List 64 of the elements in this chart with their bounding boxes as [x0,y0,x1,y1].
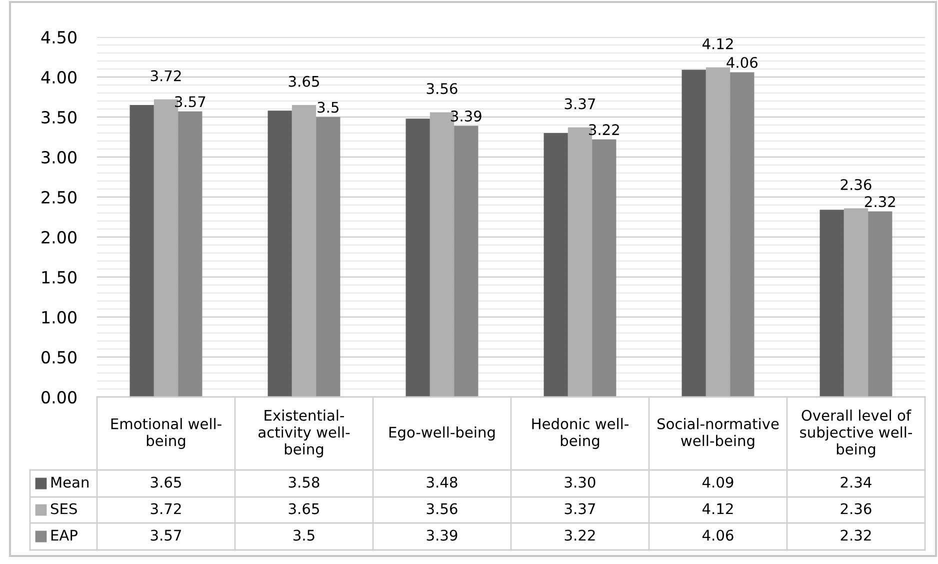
y-tick-label: 3.50 [42,110,76,124]
x-tick-label: Hedonic well-being [532,418,628,449]
y-tick-label: 3.00 [42,150,76,164]
annotation: 4.06 [726,56,758,68]
y-tick-label: 0.50 [42,350,76,364]
data-label: 2.36 [840,503,872,514]
data-label: 2.34 [840,476,872,488]
data-label: 4.12 [702,503,733,514]
bar [454,126,478,397]
data-label: 4.09 [702,476,734,488]
x-tick-label: Existential-activity well-being [258,410,350,458]
y-tick-label: 2.00 [42,230,76,244]
legend-label: SES [50,503,77,514]
annotation: 3.5 [318,102,338,113]
annotation: 3.57 [175,96,206,108]
y-tick-label: 4.00 [41,70,76,84]
data-label: 3.37 [564,503,595,514]
bar [592,139,616,397]
y-tick-label: 0.00 [42,390,76,404]
annotation: 4.12 [702,38,733,50]
annotation: 3.65 [288,76,319,87]
y-tick-label: 1.00 [42,310,76,324]
bar [178,111,202,397]
data-label: 3.72 [150,503,181,514]
bar [820,210,844,397]
bar [706,67,730,397]
data-label: 3.57 [150,530,181,541]
annotation: 3.39 [451,110,482,122]
bar [268,110,292,397]
annotation: 3.22 [589,124,619,136]
bar [406,118,430,397]
legend-label: EAP [51,530,78,541]
legend-label: Mean [51,476,88,488]
data-label: 3.5 [294,530,314,541]
annotation: 3.56 [426,83,458,94]
bar [130,105,154,397]
x-tick-label: Ego-well-being [389,426,495,441]
data-label: 3.65 [288,503,319,514]
bar [844,208,868,397]
y-tick-label: 4.50 [41,30,76,44]
y-tick-label: 2.50 [42,190,76,204]
data-label: 2.32 [840,530,871,541]
x-tick-label: Social-normative well-being [658,418,779,449]
data-label: 3.22 [564,530,595,541]
data-label: 3.39 [426,530,458,541]
annotation: 2.36 [840,179,872,190]
data-label: 3.30 [564,476,596,488]
data-label: 3.48 [426,476,458,488]
bar [730,72,754,397]
annotation: 3.72 [150,70,181,82]
bar [292,105,316,397]
data-label: 4.06 [702,530,734,541]
data-label: 3.65 [150,476,181,488]
data-label: 3.58 [288,476,320,488]
x-tick-label: Overall level of subjective well-being [800,410,912,458]
bar [544,133,568,397]
annotation: 3.37 [564,98,595,110]
data-label: 3.56 [426,503,458,514]
bar [682,70,706,397]
bar [316,117,340,397]
bar [868,211,892,397]
y-tick-label: 1.50 [42,270,76,284]
annotation: 2.32 [864,196,895,208]
x-tick-label: Emotional well-being [111,418,222,449]
